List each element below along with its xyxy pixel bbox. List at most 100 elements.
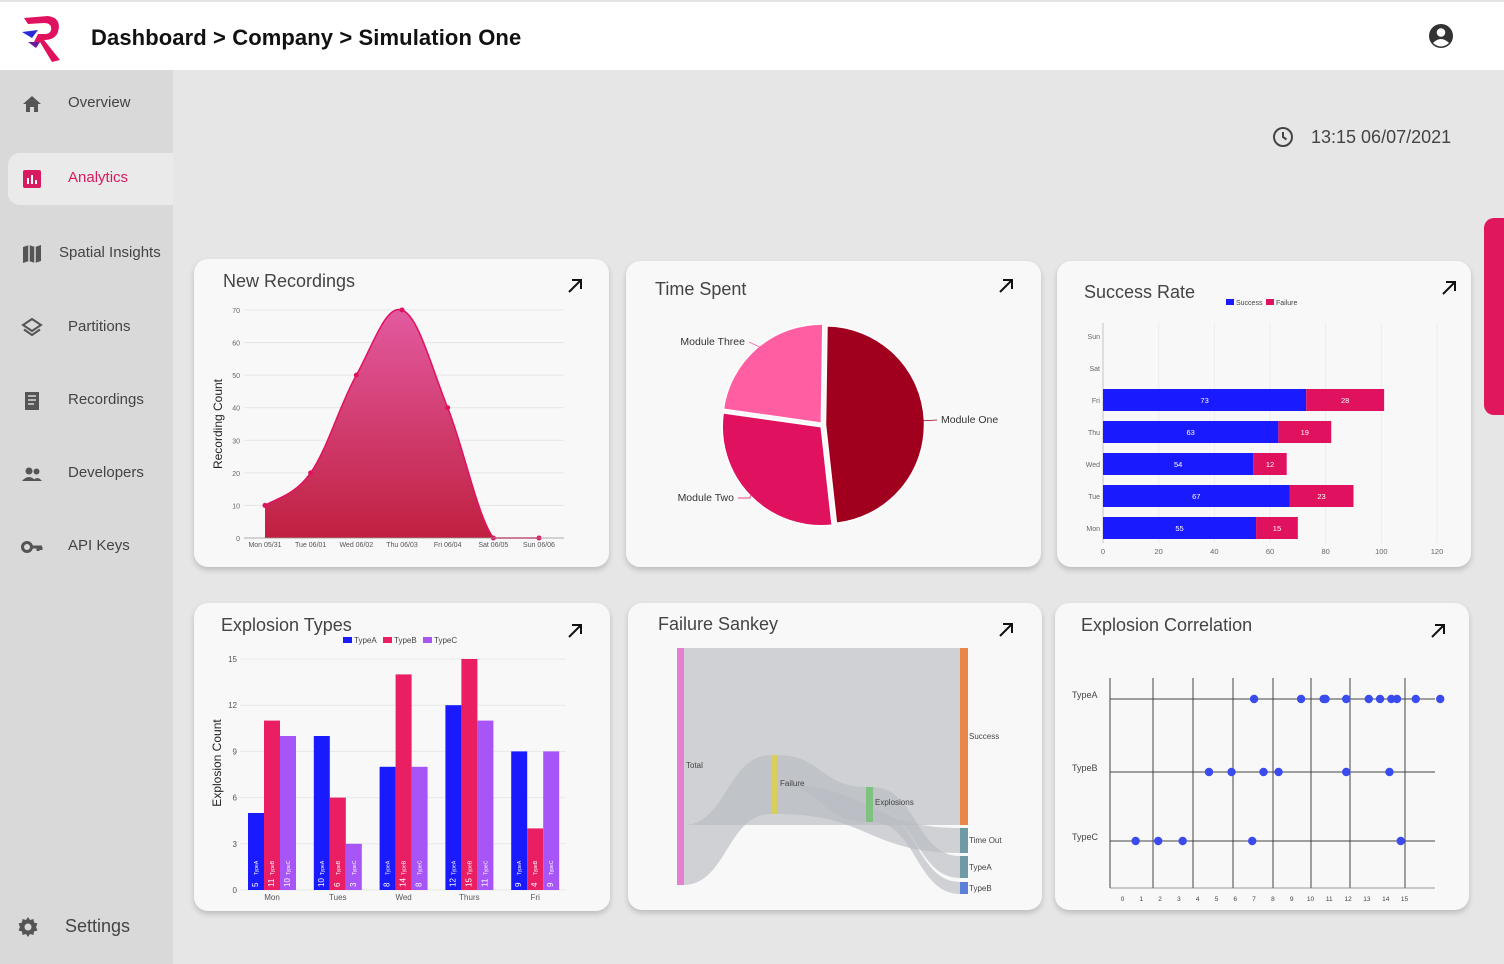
bar-series-label: TypeC <box>549 860 555 875</box>
legend-label: TypeB <box>394 636 417 645</box>
account-icon[interactable] <box>1427 22 1455 50</box>
sidebar-item-recordings[interactable]: Recordings <box>8 375 173 427</box>
bar <box>345 843 362 890</box>
bar <box>477 720 494 890</box>
expand-icon[interactable] <box>996 276 1016 296</box>
y-tick-label: Tue <box>1088 494 1100 501</box>
card-title: Explosion Types <box>221 615 352 635</box>
sidebar-item-spatial-insights[interactable]: Spatial Insights <box>8 228 173 280</box>
data-point <box>1321 694 1330 704</box>
sankey-node <box>866 787 873 822</box>
y-tick-label: 20 <box>232 471 240 478</box>
scrollbar[interactable] <box>1484 218 1504 415</box>
node-label: Total <box>686 761 703 770</box>
flow-total-failure <box>683 755 771 885</box>
brand-logo[interactable] <box>18 12 66 64</box>
y-tick-label: Thu <box>1088 430 1100 437</box>
breadcrumb-simulation[interactable]: Simulation One <box>358 25 522 50</box>
developers-icon <box>22 467 42 481</box>
breadcrumb: Dashboard > Company > Simulation One <box>91 25 521 51</box>
expand-icon[interactable] <box>996 620 1016 640</box>
y-axis-label: Explosion Count <box>210 719 224 807</box>
sidebar-item-developers[interactable]: Developers <box>8 448 173 500</box>
sankey-node <box>960 856 968 878</box>
sidebar-item-analytics[interactable]: Analytics <box>8 153 173 205</box>
x-tick-label: 7 <box>1252 896 1256 903</box>
x-tick-label: Mon 05/31 <box>248 542 281 549</box>
node-label: Success <box>969 732 999 741</box>
data-point <box>1178 836 1187 846</box>
y-axis-label: Recording Count <box>211 378 225 469</box>
expand-icon[interactable] <box>1428 621 1448 641</box>
x-tick-label: 4 <box>1196 896 1200 903</box>
key-icon <box>21 541 43 553</box>
x-tick-label: 5 <box>1215 896 1219 903</box>
bar <box>395 674 412 890</box>
x-tick-label: 13 <box>1363 896 1371 903</box>
x-tick-label: 2 <box>1158 896 1162 903</box>
x-tick-label: 11 <box>1326 896 1333 903</box>
bar-segment <box>1289 485 1354 507</box>
pie-slice <box>824 325 926 525</box>
sidebar-item-label: API Keys <box>68 537 130 554</box>
data-point <box>1396 836 1405 846</box>
x-tick-label: 0 <box>1101 547 1105 556</box>
bar-series-label: TypeA <box>320 860 326 875</box>
bar <box>461 659 478 890</box>
sidebar-item-label: Spatial Insights <box>59 244 161 261</box>
sidebar-item-label: Overview <box>68 94 131 111</box>
data-point <box>399 307 405 313</box>
x-tick-label: 12 <box>1344 896 1352 903</box>
x-tick-label: 100 <box>1375 547 1388 556</box>
card-success-rate: Success Rate 0 20 40 60 80 100 120 Mon 55 15 Tue 67… <box>1057 261 1471 567</box>
data-point <box>353 372 359 378</box>
data-label: 12 <box>1266 460 1274 469</box>
data-point <box>1436 694 1445 704</box>
bar-segment <box>1103 485 1290 507</box>
x-tick-label: 10 <box>1307 896 1315 903</box>
bar-series-label: TypeB <box>533 860 539 875</box>
legend-label: TypeA <box>354 636 377 645</box>
bar-series-label: TypeA <box>254 860 260 875</box>
breadcrumb-dashboard[interactable]: Dashboard <box>91 25 207 50</box>
sidebar-item-settings[interactable]: Settings <box>8 901 173 953</box>
bar-series-label: TypeA <box>451 860 457 875</box>
x-tick-label: 20 <box>1154 547 1162 556</box>
y-tick-label: TypeC <box>1072 832 1099 842</box>
y-tick-label: 12 <box>228 701 237 710</box>
data-point <box>1342 694 1351 704</box>
bar-series-label: TypeA <box>386 860 392 875</box>
x-tick-label: 60 <box>1266 547 1274 556</box>
data-label: 63 <box>1187 428 1195 437</box>
data-point <box>1411 694 1420 704</box>
bar <box>543 751 560 890</box>
x-tick-label: 1 <box>1139 896 1143 903</box>
bar-segment <box>1306 389 1385 411</box>
legend-swatch <box>383 637 392 643</box>
explosion-types-chart: 036912155TypeA11TypeB10TypeCMon10TypeA6T… <box>210 636 566 902</box>
card-explosion-types: Explosion Types 0 3 6 9 12 15 5 TypeA 11 TypeB 10 T… <box>194 603 610 911</box>
expand-icon[interactable] <box>565 621 585 641</box>
data-label: 15 <box>1273 524 1281 533</box>
data-point <box>1364 694 1373 704</box>
bar-series-label: TypeC <box>483 860 489 875</box>
bar-segment <box>1103 389 1307 411</box>
y-tick-label: Sat <box>1089 366 1100 373</box>
data-label: 67 <box>1192 492 1200 501</box>
sidebar-item-label: Analytics <box>68 169 129 186</box>
bar-segment <box>1253 453 1287 475</box>
x-tick-label: 8 <box>1271 896 1275 903</box>
legend-label: Failure <box>1276 300 1298 307</box>
expand-icon[interactable] <box>1439 278 1459 298</box>
x-tick-label: Mon <box>264 893 280 902</box>
x-tick-label: Tue 06/01 <box>295 542 326 549</box>
sidebar-item-api-keys[interactable]: API Keys <box>8 521 173 573</box>
expand-icon[interactable] <box>565 276 585 296</box>
breadcrumb-company[interactable]: Company <box>232 25 334 50</box>
sidebar-item-partitions[interactable]: Partitions <box>8 302 173 354</box>
bar-value-label: 12 <box>448 878 457 887</box>
bar-value-label: 4 <box>530 882 539 887</box>
sidebar-item-overview[interactable]: Overview <box>8 78 173 130</box>
y-tick-label: 0 <box>233 886 238 895</box>
